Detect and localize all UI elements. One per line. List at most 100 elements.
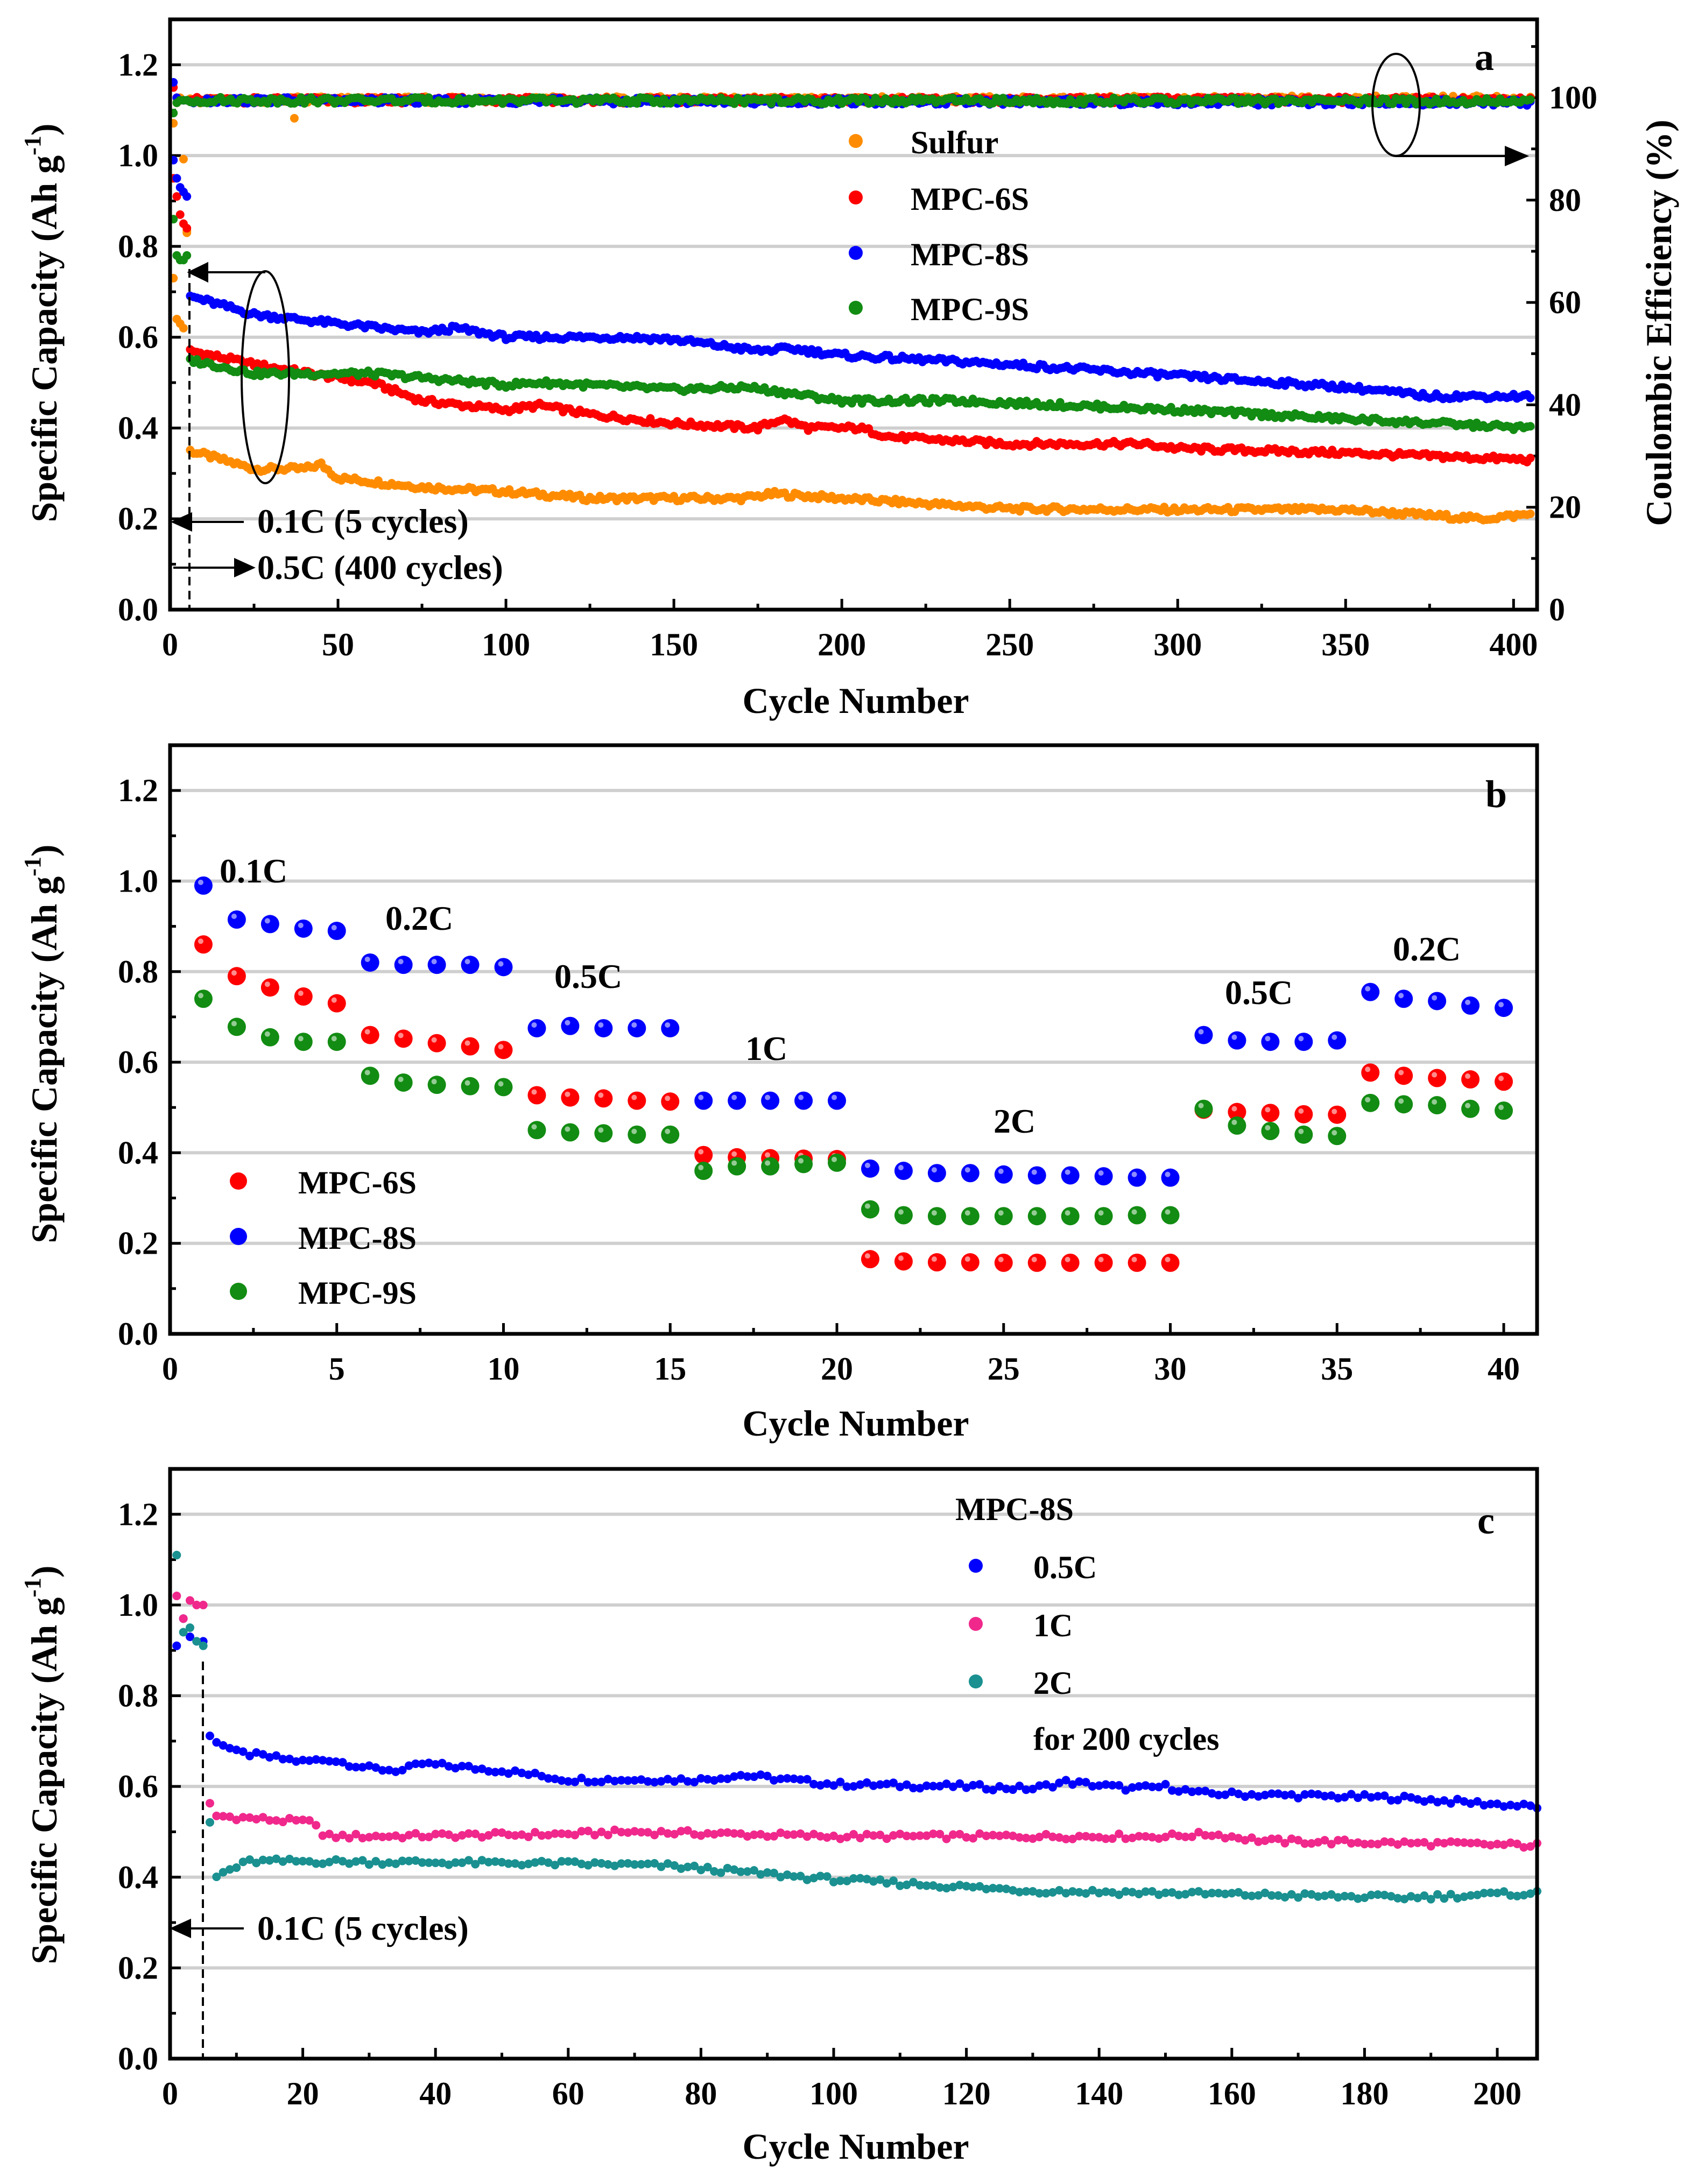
data-point-highlight: [1098, 1210, 1104, 1216]
arrow-head-right-icon: [1505, 145, 1530, 167]
data-point: [1027, 1166, 1046, 1185]
capacity-point: [1499, 1840, 1509, 1849]
capacity-point: [849, 1874, 858, 1883]
data-point-highlight: [1432, 1099, 1438, 1105]
capacity-point: [809, 1829, 819, 1839]
capacity-point: [252, 1858, 261, 1868]
capacity-point: [1513, 1839, 1522, 1848]
data-point-highlight: [665, 1022, 671, 1028]
capacity-point: [583, 1861, 593, 1870]
data-point-highlight: [1365, 1066, 1371, 1072]
capacity-point: [1101, 1780, 1110, 1789]
data-point: [1495, 1072, 1513, 1091]
capacity-point: [962, 1882, 971, 1891]
data-point-highlight: [1498, 1105, 1504, 1111]
data-point: [394, 956, 413, 974]
capacity-point: [617, 1859, 626, 1868]
panel-c-ylabel: Specific Capacity (Ah g-1): [19, 1565, 65, 1964]
data-point-highlight: [1298, 1036, 1304, 1042]
capacity-point: [915, 1831, 925, 1840]
rate-label: 2C: [994, 1102, 1035, 1140]
data-point-highlight: [231, 970, 237, 976]
capacity-point: [1473, 1797, 1482, 1806]
capacity-point: [1008, 1831, 1017, 1840]
capacity-point: [531, 1769, 540, 1778]
capacity-point: [1499, 1802, 1509, 1811]
capacity-point: [1460, 1797, 1469, 1806]
capacity-point: [245, 1751, 254, 1761]
capacity-point: [856, 1780, 865, 1789]
capacity-point: [842, 1782, 851, 1791]
data-point-highlight: [565, 1126, 570, 1132]
data-point: [1161, 1168, 1180, 1187]
data-point-highlight: [1031, 1169, 1037, 1175]
capacity-point: [325, 1857, 334, 1867]
capacity-point: [763, 1771, 772, 1780]
capacity-point: [318, 1756, 327, 1765]
capacity-point: [431, 1829, 440, 1839]
data-point: [761, 1157, 780, 1176]
capacity-point: [351, 1857, 361, 1866]
capacity-point: [1207, 1889, 1216, 1898]
capacity-point: [238, 1747, 248, 1756]
capacity-point: [690, 1830, 699, 1839]
y-tick-label: 0.4: [118, 1135, 158, 1170]
capacity-point: [477, 1764, 487, 1773]
data-point: [728, 1157, 746, 1176]
capacity-point: [1499, 1887, 1509, 1896]
capacity-point: [285, 1814, 294, 1823]
data-point-highlight: [1131, 1209, 1137, 1215]
capacity-point: [1207, 1831, 1216, 1840]
capacity-point: [232, 1745, 241, 1755]
panel-a: 0.00.20.40.60.81.01.20 50 100 150 200 250 300 3…: [118, 17, 1597, 662]
capacity-point: [1426, 1895, 1435, 1904]
capacity-point: [1128, 1783, 1137, 1792]
capacity-point: [597, 1777, 606, 1786]
capacity-point: [796, 1871, 805, 1881]
data-point: [227, 1017, 246, 1036]
capacity-point: [583, 1778, 593, 1787]
data-point: [1128, 1206, 1146, 1225]
capacity-point: [716, 1828, 725, 1837]
plot-frame: [168, 1467, 1539, 2061]
panel-a-label: a: [1475, 36, 1494, 79]
capacity-point: [1135, 1890, 1144, 1899]
capacity-point: [1360, 1893, 1369, 1902]
data-point: [1194, 1099, 1213, 1118]
capacity-point: [1260, 1791, 1270, 1800]
capacity-point: [551, 1775, 560, 1784]
data-point-highlight: [1465, 1102, 1471, 1108]
capacity-point: [710, 1867, 719, 1876]
capacity-point: [1366, 1890, 1376, 1899]
capacity-point: [172, 174, 181, 183]
data-point: [527, 1121, 546, 1140]
capacity-point: [258, 1813, 267, 1822]
capacity-point: [776, 1872, 785, 1882]
capacity-point: [1174, 1832, 1183, 1841]
data-point: [427, 1034, 446, 1052]
capacity-point: [1254, 1891, 1263, 1900]
capacity-point: [1095, 1833, 1104, 1842]
capacity-point: [1340, 1891, 1349, 1900]
capacity-point: [1128, 1888, 1137, 1897]
capacity-point: [225, 1865, 234, 1874]
x-tick-label: 80: [685, 2076, 717, 2111]
capacity-point: [1048, 1783, 1057, 1792]
data-point-highlight: [1131, 1256, 1137, 1262]
data-point: [1495, 1101, 1513, 1120]
data-point: [394, 1029, 413, 1048]
data-point: [1294, 1125, 1313, 1144]
capacity-point: [298, 1815, 307, 1825]
capacity-point: [743, 1772, 752, 1781]
capacity-point: [192, 1637, 201, 1646]
capacity-point: [358, 1834, 367, 1843]
capacity-point: [1174, 1890, 1183, 1899]
capacity-point: [1002, 1884, 1011, 1893]
capacity-point: [464, 1829, 473, 1838]
capacity-point: [1486, 1799, 1495, 1808]
capacity-point: [1420, 1891, 1429, 1900]
capacity-point: [968, 1834, 977, 1843]
capacity-point: [278, 1818, 287, 1827]
data-point-highlight: [1231, 1119, 1237, 1125]
